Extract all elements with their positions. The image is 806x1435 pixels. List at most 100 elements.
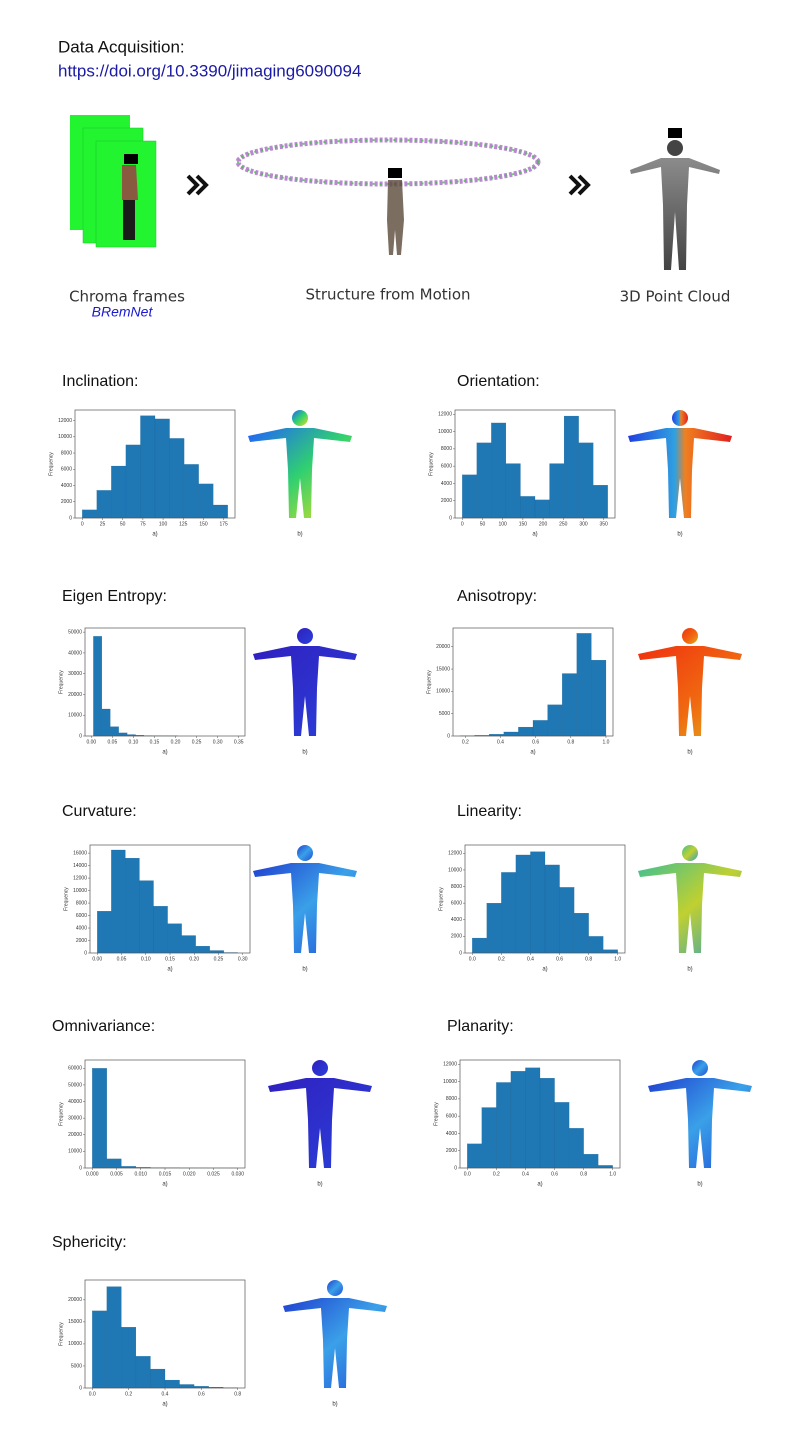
- bar: [510, 1071, 526, 1169]
- bar: [140, 415, 156, 519]
- x-tick-label: 100: [159, 521, 168, 527]
- head: [292, 410, 308, 426]
- y-tick-label: 2000: [76, 938, 87, 944]
- plot-frame: [464, 844, 626, 954]
- y-tick-label: 2000: [451, 934, 462, 940]
- x-tick-label: 0.0: [89, 1391, 96, 1397]
- y-tick-label: 30000: [68, 671, 82, 677]
- y-axis-label: Frequency: [63, 887, 69, 911]
- bar: [111, 465, 127, 519]
- plot-frame: [74, 409, 236, 519]
- x-tick-label: 0.005: [110, 1171, 123, 1177]
- y-tick-label: 0: [447, 733, 450, 739]
- x-tick-label: 0.4: [162, 1391, 169, 1397]
- x-tick-label: 0.6: [198, 1391, 205, 1397]
- head: [312, 1060, 328, 1076]
- y-axis-label: Frequency: [426, 670, 432, 694]
- x-tick-label: 0.30: [238, 956, 248, 962]
- bar: [598, 1165, 613, 1169]
- x-tick-label: 175: [220, 521, 229, 527]
- bar: [96, 490, 112, 519]
- x-tick-label: 0.6: [532, 739, 539, 745]
- y-tick-label: 4000: [76, 925, 87, 931]
- y-tick-label: 15000: [436, 666, 450, 672]
- x-axis-label: a): [532, 532, 537, 538]
- head: [682, 628, 698, 644]
- y-tick-label: 6000: [61, 467, 72, 473]
- bar: [576, 633, 592, 737]
- point-cloud-image: [648, 1060, 752, 1168]
- bar: [603, 949, 618, 954]
- y-tick-label: 8000: [76, 900, 87, 906]
- y-tick-label: 10000: [448, 867, 462, 873]
- y-tick-label: 10000: [68, 1341, 82, 1347]
- x-tick-label: 0.020: [183, 1171, 196, 1177]
- bar: [486, 903, 502, 954]
- bar: [467, 1143, 482, 1169]
- section-title: Anisotropy:: [457, 588, 537, 605]
- image-caption: b): [677, 532, 682, 538]
- x-tick-label: 0.8: [585, 956, 592, 962]
- y-tick-label: 0: [84, 950, 87, 956]
- y-axis-label: Frequency: [58, 1322, 64, 1346]
- y-tick-label: 12000: [73, 875, 87, 881]
- bar: [472, 937, 487, 954]
- x-tick-label: 0.05: [117, 956, 127, 962]
- bar: [93, 636, 102, 737]
- x-tick-label: 1.0: [614, 956, 621, 962]
- bar: [496, 1082, 512, 1169]
- x-tick-label: 0.000: [86, 1171, 99, 1177]
- y-tick-label: 12000: [438, 412, 452, 418]
- y-tick-label: 4000: [451, 917, 462, 923]
- y-tick-label: 50000: [68, 1082, 82, 1088]
- x-tick-label: 350: [600, 521, 609, 527]
- body: [638, 863, 742, 953]
- y-axis-label: Frequency: [438, 887, 444, 911]
- bar: [530, 851, 546, 954]
- y-tick-label: 5000: [71, 1363, 82, 1369]
- y-axis-label: Frequency: [428, 452, 434, 476]
- x-tick-label: 0.30: [213, 739, 223, 745]
- y-tick-label: 50000: [68, 629, 82, 635]
- image-caption: b): [302, 750, 307, 756]
- x-axis-label: a): [162, 1402, 167, 1408]
- body: [268, 1078, 372, 1168]
- bar: [150, 1368, 166, 1389]
- x-tick-label: 0.2: [125, 1391, 132, 1397]
- y-axis-label: Frequency: [48, 452, 54, 476]
- x-tick-label: 0.05: [108, 739, 118, 745]
- x-tick-label: 0.10: [141, 956, 151, 962]
- doi-link[interactable]: https://doi.org/10.3390/jimaging6090094: [58, 61, 361, 80]
- x-tick-label: 50: [480, 521, 486, 527]
- x-tick-label: 25: [100, 521, 106, 527]
- y-tick-label: 2000: [61, 499, 72, 505]
- image-caption: b): [687, 967, 692, 973]
- head: [682, 845, 698, 861]
- bar: [549, 463, 565, 519]
- bar: [583, 1154, 599, 1169]
- x-tick-label: 300: [579, 521, 588, 527]
- bar: [462, 474, 477, 519]
- x-tick-label: 0.00: [86, 739, 96, 745]
- y-tick-label: 4000: [446, 1131, 457, 1137]
- bar: [209, 950, 224, 954]
- image-caption: b): [332, 1402, 337, 1408]
- point-cloud-image: [253, 628, 357, 736]
- head: [297, 628, 313, 644]
- bar: [573, 913, 589, 954]
- bar: [101, 708, 111, 737]
- x-tick-label: 0: [81, 521, 84, 527]
- bar: [181, 935, 196, 954]
- bar: [554, 1102, 570, 1169]
- x-tick-label: 150: [199, 521, 208, 527]
- body: [648, 1078, 752, 1168]
- bar: [125, 444, 141, 519]
- y-tick-label: 6000: [446, 1113, 457, 1119]
- point-cloud-image: [248, 410, 352, 518]
- x-tick-label: 0.8: [234, 1391, 241, 1397]
- x-tick-label: 100: [499, 521, 508, 527]
- bar: [167, 923, 182, 954]
- y-tick-label: 40000: [68, 1099, 82, 1105]
- header-title: Data Acquisition:: [58, 37, 185, 56]
- x-tick-label: 0.2: [493, 1171, 500, 1177]
